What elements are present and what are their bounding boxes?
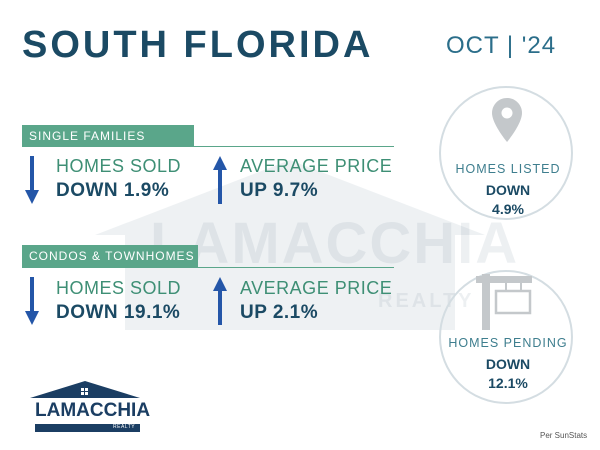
report-date: OCT | '24 — [446, 32, 557, 59]
arrow-up-icon — [213, 156, 227, 204]
metric-label-average-price: AVERAGE PRICE — [240, 278, 393, 298]
logo-subtext: REALTY — [113, 424, 136, 430]
homes-pending-value: 12.1% — [488, 375, 528, 391]
metric-label-homes-sold: HOMES SOLD — [56, 156, 182, 176]
homes-pending-label: HOMES PENDING — [448, 336, 568, 350]
homes-listed-label: HOMES LISTED — [455, 162, 561, 176]
map-pin-icon — [492, 98, 522, 142]
source-credit: Per SunStats — [540, 431, 588, 440]
section-header-condos-townhomes: CONDOS & TOWNHOMES — [22, 245, 198, 267]
metric-value-homes-sold: DOWN 1.9% — [56, 180, 170, 201]
metric-label-homes-sold: HOMES SOLD — [56, 278, 182, 298]
section-divider — [22, 146, 394, 147]
metric-value-average-price: UP 2.1% — [240, 302, 319, 323]
metric-value-average-price: UP 9.7% — [240, 180, 319, 201]
arrow-down-icon — [25, 156, 39, 204]
logo-wordmark: LAMACCHIA — [35, 400, 151, 421]
homes-pending-direction: DOWN — [485, 356, 531, 372]
watermark-text: LAMACCHIA — [150, 211, 520, 276]
for-sale-sign-icon — [476, 274, 532, 330]
arrow-up-icon — [213, 277, 227, 325]
homes-pending-circle — [439, 270, 573, 404]
section-header-single-families: SINGLE FAMILIES — [22, 125, 194, 147]
page-title: SOUTH FLORIDA — [22, 24, 374, 66]
homes-listed-circle — [439, 86, 573, 220]
metric-label-average-price: AVERAGE PRICE — [240, 156, 393, 176]
homes-listed-value: 4.9% — [492, 201, 524, 217]
homes-listed-direction: DOWN — [485, 182, 531, 198]
metric-value-homes-sold: DOWN 19.1% — [56, 302, 181, 323]
arrow-down-icon — [25, 277, 39, 325]
company-logo — [30, 381, 140, 432]
section-divider — [22, 267, 394, 268]
